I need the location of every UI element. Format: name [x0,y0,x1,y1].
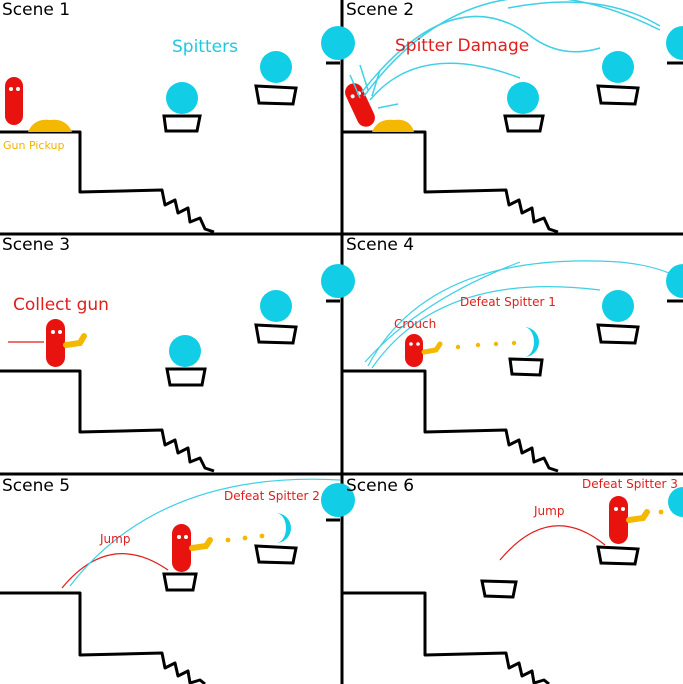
gun-icon [63,333,87,348]
spitter-base [165,367,207,387]
terrain-ledge [342,369,559,473]
crouch-label: Crouch [394,317,437,331]
spitter-icon [260,51,292,83]
defeat-spitter-label: Defeat Spitter 2 [224,489,320,503]
spitter-icon [321,264,355,298]
spitters-label: Spitters [172,37,238,57]
scene-5-art [0,478,355,684]
gun-pickup-label: Gun Pickup [3,139,65,152]
scene-4-art [342,260,683,473]
spitter-base [596,84,640,106]
spitter-icon [666,264,683,298]
gun-icon [626,509,650,523]
gun-icon [421,341,443,355]
spitter-base [596,545,640,566]
spitter-base [503,114,545,133]
collect-gun-label: Collect gun [13,295,109,315]
spitter-base [254,323,298,345]
scene-title: Scene 6 [346,476,415,496]
player-icon [405,334,423,367]
scene-title: Scene 1 [2,0,71,20]
player-icon [345,83,375,127]
spitter-icon [321,483,355,517]
terrain-ledge [0,369,215,473]
jump-label: Jump [534,504,565,518]
spitter-base [254,544,298,565]
spitter-base [508,357,544,377]
spitter-base [162,114,202,133]
terrain-ledge [0,591,206,684]
spitter-icon [507,82,539,114]
spitter-base [480,579,518,599]
spitter-icon [668,487,683,517]
player-icon [46,319,65,367]
defeat-spitter-label: Defeat Spitter 3 [582,477,678,491]
scene-title: Scene 3 [2,235,71,255]
scene-title: Scene 2 [346,0,415,20]
terrain-ledge [342,130,559,234]
spitter-icon [602,290,634,322]
spitter-icon [166,82,198,114]
scene-title: Scene 4 [346,235,415,255]
gun-pickup-icon [372,119,414,132]
spitter-base [596,323,640,345]
spitter-icon [276,513,291,543]
bullet-dots [225,533,265,543]
gun-icon [189,537,213,551]
player-icon [609,496,628,544]
terrain-ledge [0,130,215,234]
terrain-ledge [342,591,550,684]
scene-1-art [0,26,355,234]
scene-3-art [0,264,355,473]
jump-label: Jump [100,532,131,546]
spitter-icon [260,290,292,322]
spitter-base [254,84,298,106]
scene-6-art [342,487,683,684]
scene-2-art [342,0,683,234]
spitter-icon [666,26,683,60]
gun-pickup-icon [28,119,72,132]
spitter-icon [602,51,634,83]
spitter-base [162,572,198,592]
spitter-icon [321,26,355,60]
spitter-icon [524,327,539,357]
spitter-damage-label: Spitter Damage [395,36,530,56]
spitter-icon [169,335,201,367]
bullet-dots [455,340,517,350]
scene-title: Scene 5 [2,476,71,496]
player-icon [5,77,23,125]
defeat-spitter-label: Defeat Spitter 1 [460,295,556,309]
player-icon [172,524,191,572]
